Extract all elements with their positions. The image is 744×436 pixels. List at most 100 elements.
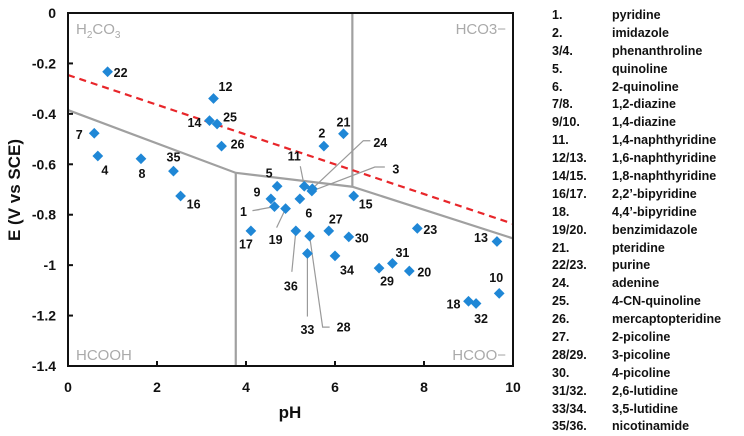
y-tick-label: -1.2 <box>32 308 56 324</box>
y-tick-label: -0.4 <box>32 106 56 122</box>
data-point-4 <box>92 150 104 162</box>
legend-number: 12/13. <box>552 151 587 166</box>
data-point-7 <box>88 127 100 139</box>
legend-compound-name: 2,2’-bipyridine <box>612 186 697 201</box>
leader-line <box>309 236 330 328</box>
data-point-2 <box>318 140 330 152</box>
point-label-23: 23 <box>423 223 437 237</box>
compound-legend: 1. pyridine 2. imidazole 3/4. phenanthroline 5… <box>552 7 744 436</box>
point-label-33: 33 <box>300 323 314 337</box>
legend-number: 14/15. <box>552 169 587 184</box>
legend-entry: 5. quinoline <box>552 61 744 79</box>
x-tick-label: 0 <box>64 379 72 395</box>
point-label-13: 13 <box>474 231 488 245</box>
legend-compound-name: 1,4-diazine <box>612 115 676 130</box>
legend-number: 27. <box>552 330 570 345</box>
legend-number: 19/20. <box>552 222 587 237</box>
point-label-14: 14 <box>188 116 202 130</box>
y-tick-label: -1.4 <box>32 358 56 374</box>
legend-number: 16/17. <box>552 186 587 201</box>
point-label-3: 3 <box>392 163 399 177</box>
legend-number: 22/23. <box>552 258 587 273</box>
data-point-15 <box>348 190 360 202</box>
point-label-25: 25 <box>223 110 237 124</box>
legend-number: 9/10. <box>552 115 580 130</box>
point-label-16: 16 <box>187 198 201 212</box>
legend-compound-name: 3,5-lutidine <box>612 401 678 416</box>
legend-compound-name: quinoline <box>612 61 668 76</box>
leader-line <box>291 230 297 272</box>
x-tick-label: 8 <box>420 379 428 395</box>
data-point-8 <box>135 153 147 165</box>
legend-entry: 7/8. 1,2-diazine <box>552 96 744 114</box>
data-point-9 <box>265 193 277 205</box>
legend-compound-name: 2-picoline <box>612 330 671 345</box>
region-label-top-right: HCO3− <box>456 21 507 38</box>
point-label-24: 24 <box>373 136 387 150</box>
legend-entry: 25. 4-CN-quinoline <box>552 293 744 311</box>
data-point-31 <box>387 258 398 269</box>
x-axis-title: pH <box>279 403 302 422</box>
point-label-2: 2 <box>318 127 325 141</box>
legend-number: 33/34. <box>552 401 587 416</box>
data-point-17 <box>245 225 257 237</box>
data-point-11 <box>298 180 310 192</box>
x-tick-label: 10 <box>505 379 521 395</box>
point-label-7: 7 <box>76 128 83 142</box>
legend-compound-name: nicotinamide <box>612 419 690 434</box>
data-point-13 <box>491 236 503 247</box>
legend-entry: 28/29. 3-picoline <box>552 347 744 365</box>
data-point-27 <box>323 225 335 237</box>
data-point-14 <box>204 115 215 127</box>
legend-compound-name: 1,4-naphthyridine <box>612 133 717 148</box>
legend-compound-name: 3-picoline <box>612 347 671 362</box>
legend-number: 7/8. <box>552 97 573 112</box>
legend-entry: 19/20. benzimidazole <box>552 222 744 240</box>
legend-compound-name: 1,8-naphthyridine <box>612 169 717 184</box>
legend-compound-name: mercaptopteridine <box>612 312 722 327</box>
point-label-6: 6 <box>305 206 312 220</box>
data-point-28 <box>304 230 316 242</box>
data-point-1 <box>269 201 280 213</box>
leader-line <box>311 166 385 192</box>
legend-compound-name: pteridine <box>612 240 665 255</box>
point-label-21: 21 <box>337 115 351 129</box>
y-tick-label: -0.8 <box>32 207 56 223</box>
data-point-26 <box>216 140 227 152</box>
y-tick-label: -0.2 <box>32 55 56 71</box>
legend-entry: 31/32. 2,6-lutidine <box>552 383 744 401</box>
legend-number: 31/32. <box>552 383 587 398</box>
data-point-23 <box>411 222 423 234</box>
legend-number: 28/29. <box>552 347 587 362</box>
legend-entry: 12/13. 1,6-naphthyridine <box>552 150 744 168</box>
legend-entry: 26. mercaptopteridine <box>552 311 744 329</box>
legend-entry: 18. 4,4’-bipyridine <box>552 204 744 222</box>
legend-compound-name: purine <box>612 258 651 273</box>
legend-compound-name: 4,4’-bipyridine <box>612 204 697 219</box>
point-label-10: 10 <box>489 271 503 285</box>
data-point-12 <box>208 93 219 104</box>
point-label-32: 32 <box>474 312 488 326</box>
legend-entry: 33/34. 3,5-lutidine <box>552 401 744 419</box>
legend-compound-name: 1,6-naphthyridine <box>612 151 717 166</box>
legend-entry: 21. pteridine <box>552 240 744 258</box>
legend-number: 24. <box>552 276 570 291</box>
point-label-1: 1 <box>240 205 247 219</box>
x-tick-label: 2 <box>153 379 161 395</box>
point-label-29: 29 <box>380 275 394 289</box>
legend-entry: 14/15. 1,8-naphthyridine <box>552 168 744 186</box>
data-point-36 <box>290 225 302 237</box>
legend-number: 25. <box>552 294 570 309</box>
data-point-24 <box>306 183 318 195</box>
data-point-5 <box>271 180 283 192</box>
leader-line <box>311 140 371 190</box>
region-label-bottom-right: HCOO− <box>452 347 506 364</box>
y-tick-label: 0 <box>48 5 56 21</box>
plot-frame <box>67 12 514 367</box>
point-label-15: 15 <box>359 198 373 212</box>
data-point-32 <box>470 298 482 309</box>
data-point-33 <box>302 248 313 259</box>
point-label-17: 17 <box>239 237 253 251</box>
x-tick-label: 6 <box>331 379 339 395</box>
